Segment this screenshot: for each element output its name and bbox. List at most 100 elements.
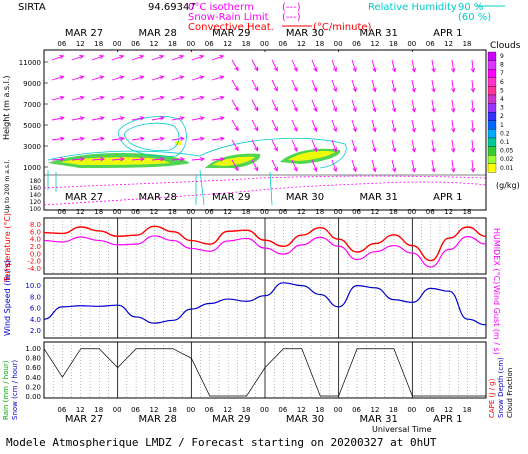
ytick: 2.0 [30,243,41,251]
hour-label: 12 [76,40,85,48]
hour-label: 06 [57,40,66,48]
wind-arrow-head [219,95,225,101]
wind-arrow-head [179,116,185,121]
wind-arrow-head [79,136,85,141]
day-label: MAR 31 [360,414,398,425]
colorbar-tick: 0.2 [500,130,510,137]
day-label: MAR 27 [65,28,103,39]
wind-arrow [251,99,259,111]
wind-arrow [211,137,224,141]
wind-arrow-head [140,157,145,162]
wind-arrow-head [332,147,338,153]
hour-label: 06 [278,406,287,414]
wind-grid [53,278,477,338]
wind-arrow-head [411,167,416,173]
wind-arrow-head [179,136,185,141]
wind-arrow [271,139,278,151]
hour-label: 18 [315,40,324,48]
wind-arrow [371,79,376,92]
hour-label: 06 [426,208,435,216]
wind-arrow-head [179,75,185,80]
wind-arrow-head [431,167,436,173]
wind-arrow [211,158,224,161]
cloud-ytick-low: 140 [30,192,42,199]
day-label: MAR 30 [286,192,324,203]
wind-arrow [271,59,278,71]
wind-arrow-head [352,147,357,153]
ytick: 8.0 [30,221,41,229]
wind-arrow [351,59,357,72]
cloud-panel: 11000 9000 7000 5000 3000 1000 180160140120100… [2,49,487,213]
day-label: MAR 28 [139,28,177,39]
wind-arrow [251,139,259,151]
cloud-fraction-line [43,348,486,397]
hour-label: 12 [444,40,453,48]
wind-arrow [111,117,124,121]
hour-label: 18 [389,208,398,216]
wind-arrow [171,117,184,121]
day-label: APR 1 [433,28,462,39]
day-label: MAR 29 [212,192,250,203]
wind-arrow-head [234,166,239,172]
hour-label: 18 [315,208,324,216]
wind-arrow-head [332,87,338,93]
ytick: 0.00 [25,393,41,401]
wind-arrow-head [273,146,278,152]
wind-arrow-head [79,116,85,121]
hour-label: 06 [57,406,66,414]
wind-arrow [251,59,259,71]
wind-arrow [291,99,298,112]
wind-arrow [71,76,84,81]
wind-arrow [171,96,184,101]
wind-arrow-head [139,95,145,101]
wind-arrow [311,119,317,132]
wind-arrow-head [391,147,397,153]
snowdepth-ylabel: Snow Depth (cm) [497,357,505,418]
colorbar-cell [487,137,497,147]
colorbar-cell [487,69,497,78]
humidity-v2: (60 %) [458,12,491,23]
hour-label: 18 [94,406,103,414]
wind-arrow-head [293,106,298,112]
day-labels-mid: MAR 27 MAR 28 MAR 29 MAR 30 MAR 31 APR 1 [65,192,463,203]
wind-arrow-head [372,107,377,113]
wind-arrow [231,99,239,111]
hour-label: 06 [57,208,66,216]
wind-arrow [431,159,435,172]
humidex-line [43,235,487,268]
wind-arrow [91,96,104,101]
cloud-panel-frame [43,49,487,211]
wind-arrow [391,139,396,152]
wind-arrow [211,76,224,81]
wind-arrow-head [293,66,298,72]
wind-arrow-head [470,108,476,113]
wind-arrow [451,79,455,92]
day-label: APR 1 [433,192,462,203]
hour-label: 12 [150,406,159,414]
wind-arrow-head [391,67,397,73]
day-labels-top: MAR 27 MAR 28 MAR 29 MAR 30 MAR 31 APR 1 [65,28,463,39]
colorbar-cells: 9 87 65 4 32 10.2 0.1 0.050.02 0.01 [487,51,514,173]
hour-label: 12 [223,40,232,48]
wind-arrow [271,119,278,131]
wind-arrow [371,139,376,152]
day-labels-bottom: MAR 27 MAR 28 MAR 29 MAR 30 MAR 31 APR 1 [65,414,463,425]
wind-arrow-head [313,87,318,93]
footer-text: Modele Atmospherique LMDZ / Forecast sta… [6,436,437,449]
wind-arrow-head [180,157,185,162]
colorbar-cell [487,51,497,61]
humidex-ylabel: HUMIDEX (°C) [492,228,501,284]
wind-arrow-head [411,87,416,93]
wind-arrow [231,139,239,151]
wind-arrow [451,119,455,132]
ytick: 0.20 [25,383,41,391]
hour-label: 06 [131,208,140,216]
wind-arrow [111,137,124,141]
wind-arrow [111,96,124,101]
wind-arrow-head [159,95,165,101]
wind-arrow [151,137,164,141]
wind-arrow-head [391,167,397,173]
ytick: 0.60 [25,364,41,372]
hour-label: 18 [242,208,251,216]
